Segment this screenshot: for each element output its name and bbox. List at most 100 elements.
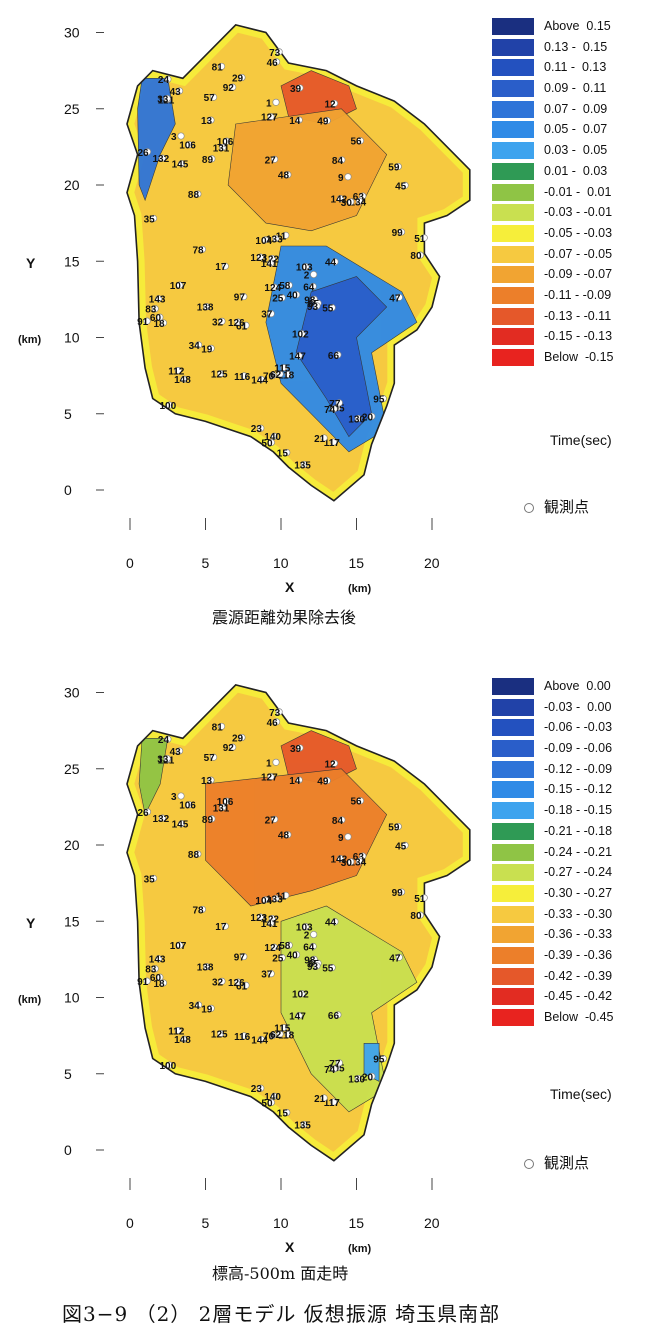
station-number-label: 56 — [351, 797, 363, 808]
station-legend-bottom: 観測点 — [524, 1152, 589, 1173]
station-marker — [401, 181, 409, 189]
legend-swatch — [492, 38, 534, 56]
station-number-label: 13 — [201, 116, 213, 127]
station-number-label: 81 — [212, 62, 224, 73]
station-number-label: 17 — [215, 262, 227, 273]
station-marker — [176, 281, 184, 289]
station-number-label: 32 — [212, 977, 224, 988]
station-number-label: 17 — [215, 922, 227, 933]
station-marker — [185, 801, 193, 809]
legend-swatch — [492, 719, 534, 737]
legend-label: 0.13 - 0.15 — [544, 39, 608, 54]
station-marker — [296, 744, 304, 752]
legend-row: -0.01 - 0.01 — [492, 182, 667, 203]
x-axis-label: X — [285, 579, 295, 595]
y-axis-unit: (km) — [18, 334, 42, 346]
station-marker — [165, 401, 174, 409]
x-tick-label: 10 — [273, 1215, 289, 1231]
station-marker — [285, 281, 293, 289]
station-marker — [270, 283, 278, 291]
station-number-label: 44 — [325, 918, 337, 929]
region-outline — [126, 684, 471, 1162]
station-number-label: 15 — [277, 1109, 289, 1120]
legend-row: 0.05 - 0.07 — [492, 119, 667, 140]
legend-swatch — [492, 80, 534, 98]
station-marker — [420, 894, 428, 902]
station-number-label: 64 — [303, 942, 315, 953]
station-number-label: 39 — [290, 744, 302, 755]
legend-row: -0.15 - -0.12 — [492, 779, 667, 800]
station-marker — [273, 58, 281, 66]
station-number-label: 14 — [289, 116, 301, 127]
station-marker — [143, 808, 152, 816]
legend-label: -0.07 - -0.05 — [544, 246, 613, 261]
station-marker — [267, 773, 275, 781]
station-marker — [328, 304, 336, 312]
station-number-label: 89 — [202, 815, 214, 826]
y-tick-label: 25 — [64, 761, 80, 777]
station-number-label: 80 — [410, 251, 422, 262]
station-legend-top: 観測点 — [524, 496, 589, 517]
legend-title-bottom: Time(sec) — [550, 1086, 612, 1102]
x-tick-label: 5 — [202, 555, 210, 571]
station-marker — [164, 75, 172, 83]
station-number-label: 135 — [294, 461, 311, 472]
station-marker — [159, 319, 168, 327]
station-number-label: 148 — [174, 1035, 191, 1046]
station-number-label: 99 — [392, 228, 404, 239]
station-marker — [261, 896, 269, 904]
station-number-label: 61 — [236, 981, 248, 992]
station-number-label: 43 — [170, 87, 182, 98]
station-marker — [203, 303, 211, 311]
legend-label: Above 0.00 — [544, 679, 611, 693]
legend-row: -0.06 - -0.03 — [492, 717, 667, 738]
station-number-label: 45 — [395, 841, 407, 852]
station-number-label: 132 — [153, 814, 170, 825]
station-marker — [229, 83, 237, 91]
station-marker — [256, 913, 264, 921]
legend-row: -0.07 - -0.05 — [492, 244, 667, 265]
station-number-label: 80 — [410, 911, 422, 922]
station-marker — [165, 1061, 174, 1069]
station-number-label: 132 — [153, 154, 170, 165]
legend-row: -0.21 - -0.18 — [492, 821, 667, 842]
station-marker — [354, 1074, 362, 1083]
station-number-label: 147 — [289, 1012, 306, 1023]
station-number-label: 56 — [351, 137, 363, 148]
x-tick-label: 15 — [349, 555, 365, 571]
legend-swatch — [492, 802, 534, 820]
station-marker — [280, 1024, 288, 1032]
station-number-label: 47 — [389, 953, 401, 964]
station-number-label: 134 — [350, 197, 367, 208]
legend-swatch — [492, 781, 534, 799]
station-marker — [267, 1098, 275, 1107]
station-marker — [283, 1108, 291, 1117]
station-marker — [275, 708, 283, 716]
station-number-label: 21 — [314, 1094, 326, 1105]
station-number-label: 62 — [270, 370, 282, 381]
station-marker — [295, 1012, 303, 1020]
station-number-label: 14 — [289, 776, 301, 787]
station-marker — [278, 294, 286, 302]
station-number-label: 29 — [232, 74, 244, 85]
station-marker — [240, 953, 248, 961]
station-marker — [330, 1098, 338, 1106]
legend-swatch — [492, 162, 534, 180]
station-marker — [221, 922, 229, 930]
legend-row: -0.39 - -0.36 — [492, 945, 667, 966]
station-marker — [143, 148, 152, 156]
station-marker — [344, 173, 352, 181]
station-marker — [195, 341, 203, 349]
station-number-label: 37 — [261, 310, 273, 321]
y-axis-label: Y — [26, 915, 36, 931]
station-number-label: 138 — [197, 963, 214, 974]
station-marker — [242, 321, 250, 329]
legend-swatch — [492, 946, 534, 964]
station-marker — [310, 270, 318, 279]
station-number-label: 77 — [329, 1059, 341, 1070]
station-marker — [320, 1094, 328, 1102]
station-number-label: 30 — [341, 858, 353, 869]
station-number-label: 91 — [137, 317, 149, 328]
legend-swatch — [492, 884, 534, 902]
station-number-label: 93 — [307, 962, 319, 973]
